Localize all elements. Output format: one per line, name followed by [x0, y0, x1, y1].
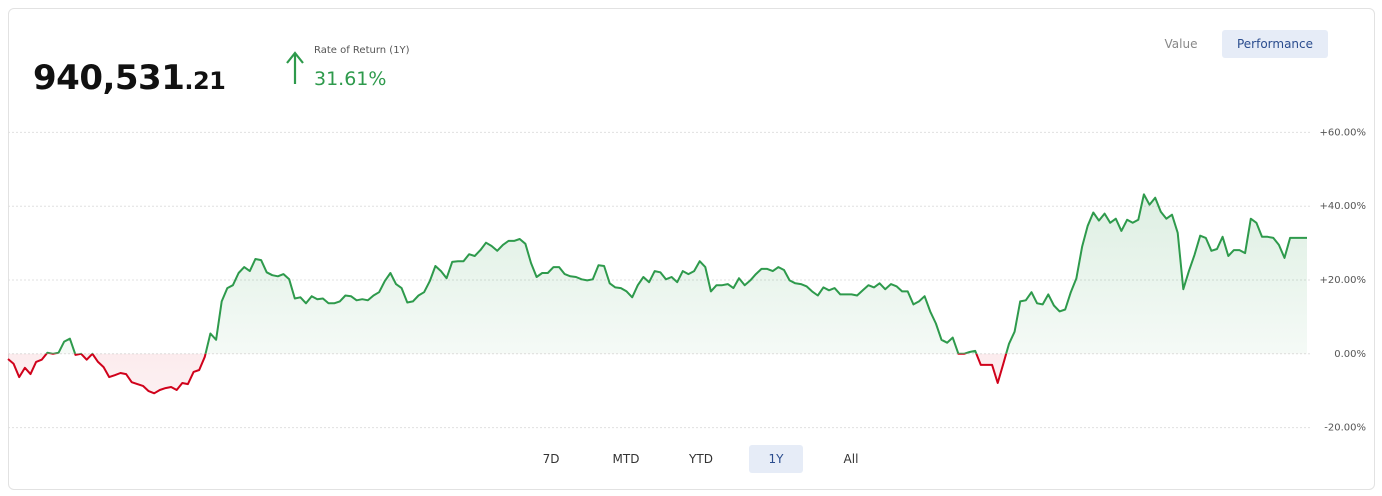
up-arrow: [286, 51, 304, 84]
return-value: 31.61%: [314, 68, 387, 90]
area-negative: [8, 353, 1307, 394]
value-fraction: .21: [184, 67, 226, 95]
range-button[interactable]: MTD: [612, 452, 640, 466]
view-toggle-button[interactable]: Performance: [1222, 30, 1328, 58]
view-toggle-button[interactable]: Value: [1164, 37, 1198, 51]
range-button[interactable]: All: [843, 452, 859, 466]
area-positive: [46, 194, 1307, 354]
card: [8, 8, 1375, 490]
y-tick-label: +60.00%: [1319, 127, 1366, 138]
y-tick-label: -20.00%: [1324, 423, 1366, 434]
portfolio-value: 940,531.21: [33, 58, 226, 98]
line-positive: [45, 193, 1307, 354]
range-button[interactable]: 7D: [542, 452, 560, 466]
return-label: Rate of Return (1Y): [314, 45, 410, 56]
range-button[interactable]: 1Y: [749, 445, 803, 473]
y-tick-label: +20.00%: [1319, 275, 1366, 286]
range-button[interactable]: YTD: [689, 452, 713, 466]
y-tick-label: +40.00%: [1319, 201, 1366, 212]
y-tick-label: 0.00%: [1334, 349, 1366, 360]
value-integer: 940,531: [33, 58, 185, 98]
